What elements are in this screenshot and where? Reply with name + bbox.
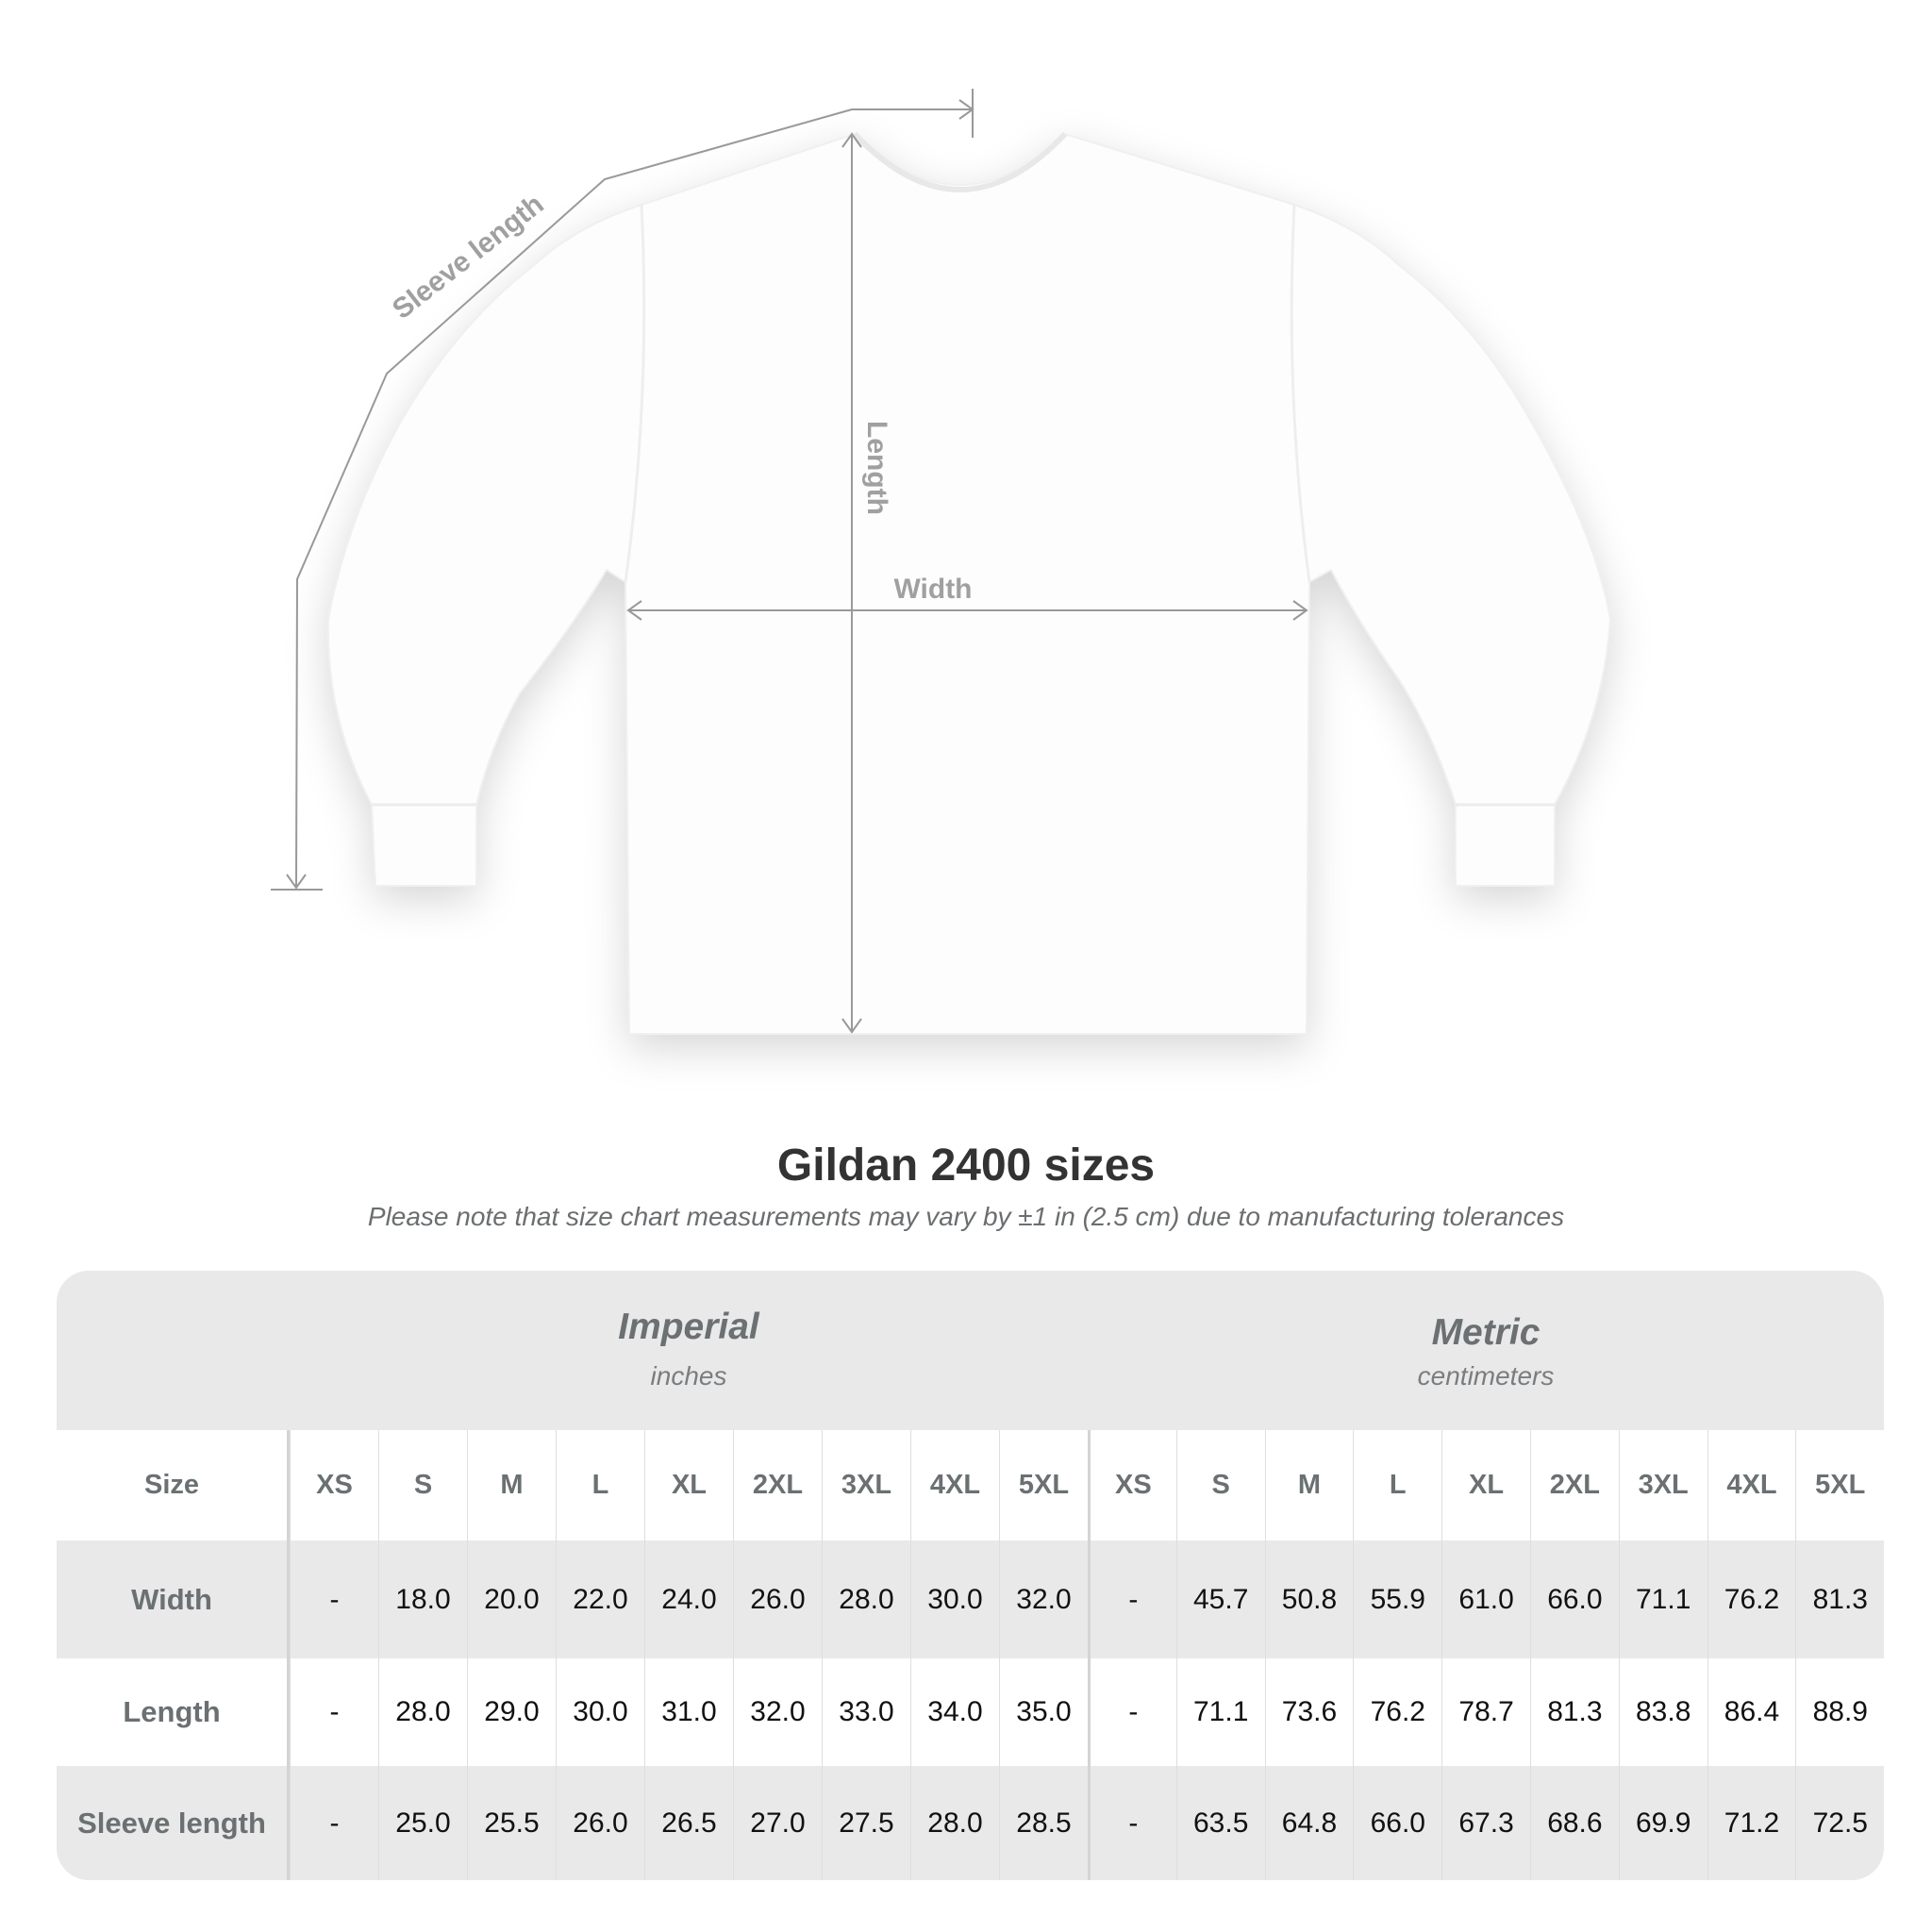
size-header-cell: L xyxy=(1353,1430,1441,1541)
value-cell: 68.6 xyxy=(1529,1766,1619,1880)
value-cell: 28.0 xyxy=(910,1766,999,1880)
value-cell: 71.2 xyxy=(1707,1766,1796,1880)
value-cell: 69.9 xyxy=(1618,1766,1707,1880)
value-cell: 25.5 xyxy=(467,1766,556,1880)
value-cell: 32.0 xyxy=(733,1658,822,1766)
row-label: Length xyxy=(57,1658,290,1766)
value-cell: 61.0 xyxy=(1441,1541,1530,1658)
value-cell: 35.0 xyxy=(999,1658,1088,1766)
value-cell: 32.0 xyxy=(999,1541,1088,1658)
imperial-header: Imperial inches xyxy=(290,1271,1088,1430)
size-header-cell: M xyxy=(1264,1430,1354,1541)
value-cell: 86.4 xyxy=(1707,1658,1796,1766)
length-measure-line xyxy=(841,132,862,1034)
row-label: Sleeve length xyxy=(57,1766,290,1880)
value-cell: - xyxy=(290,1766,378,1880)
value-cell: 29.0 xyxy=(467,1658,556,1766)
shirt-diagram: Sleeve length Length Width xyxy=(271,89,1612,1035)
value-cell: 28.0 xyxy=(378,1658,467,1766)
value-cell: 81.3 xyxy=(1795,1541,1884,1658)
value-cell: 78.7 xyxy=(1441,1658,1530,1766)
size-header-cell: 5XL xyxy=(999,1430,1088,1541)
length-label: Length xyxy=(861,421,892,515)
value-cell: 83.8 xyxy=(1618,1658,1707,1766)
size-header-cell: 3XL xyxy=(1618,1430,1707,1541)
value-cell: 25.0 xyxy=(378,1766,467,1880)
value-cell: - xyxy=(1088,1766,1176,1880)
value-cell: 45.7 xyxy=(1175,1541,1265,1658)
value-cell: 28.0 xyxy=(822,1541,910,1658)
value-cell: 30.0 xyxy=(910,1541,999,1658)
value-cell: 88.9 xyxy=(1795,1658,1884,1766)
table-row: Width -18.0 20.0 22.0 24.0 26.0 28.0 30.0 32.0-4… xyxy=(57,1541,1884,1658)
size-header-cell: S xyxy=(378,1430,467,1541)
size-header-row: Size XS S M L XL 2XL 3XL 4XL 5XL XS S M L XL 2XL 3XL 4XL 5… xyxy=(57,1430,1884,1541)
value-cell: 66.0 xyxy=(1529,1541,1619,1658)
size-header-cell: S xyxy=(1175,1430,1265,1541)
value-cell: 24.0 xyxy=(644,1541,733,1658)
row-label: Size xyxy=(57,1430,290,1541)
size-header-cell: 4XL xyxy=(1707,1430,1796,1541)
size-header-cell: XL xyxy=(644,1430,733,1541)
value-cell: 26.0 xyxy=(556,1766,644,1880)
size-header-cell: M xyxy=(467,1430,556,1541)
value-cell: - xyxy=(1088,1541,1176,1658)
value-cell: - xyxy=(1088,1658,1176,1766)
imperial-title: Imperial xyxy=(618,1307,759,1347)
value-cell: 76.2 xyxy=(1707,1541,1796,1658)
size-header-cell: 5XL xyxy=(1795,1430,1884,1541)
value-cell: - xyxy=(290,1658,378,1766)
value-cell: 34.0 xyxy=(910,1658,999,1766)
metric-header: Metric centimeters xyxy=(1088,1271,1884,1430)
table-row: Length -28.0 29.0 30.0 31.0 32.0 33.0 34.0 35.0-… xyxy=(57,1658,1884,1766)
value-cell: 50.8 xyxy=(1264,1541,1354,1658)
value-cell: 76.2 xyxy=(1353,1658,1441,1766)
width-label: Width xyxy=(893,574,972,605)
metric-unit: centimeters xyxy=(1417,1361,1555,1391)
value-cell: 71.1 xyxy=(1618,1541,1707,1658)
size-header-cell: 2XL xyxy=(1529,1430,1619,1541)
table-row: Sleeve length -25.0 25.5 26.0 26.5 27.0 27.5 28… xyxy=(57,1766,1884,1880)
metric-title: Metric xyxy=(1431,1312,1541,1353)
sleeve-measure-line xyxy=(271,89,974,891)
size-header-cell: XL xyxy=(1441,1430,1530,1541)
value-cell: 67.3 xyxy=(1441,1766,1530,1880)
value-cell: 71.1 xyxy=(1175,1658,1265,1766)
value-cell: 64.8 xyxy=(1264,1766,1354,1880)
value-cell: 26.0 xyxy=(733,1541,822,1658)
value-cell: 27.0 xyxy=(733,1766,822,1880)
value-cell: - xyxy=(290,1541,378,1658)
width-measure-line xyxy=(626,600,1308,621)
value-cell: 55.9 xyxy=(1353,1541,1441,1658)
value-cell: 81.3 xyxy=(1529,1658,1619,1766)
size-header-cell: 4XL xyxy=(910,1430,999,1541)
value-cell: 31.0 xyxy=(644,1658,733,1766)
size-header-cell: 3XL xyxy=(822,1430,910,1541)
value-cell: 22.0 xyxy=(556,1541,644,1658)
tolerance-note: Please note that size chart measurements… xyxy=(367,1202,1565,1231)
value-cell: 18.0 xyxy=(378,1541,467,1658)
value-cell: 30.0 xyxy=(556,1658,644,1766)
value-cell: 33.0 xyxy=(822,1658,910,1766)
value-cell: 73.6 xyxy=(1264,1658,1354,1766)
size-header-cell: 2XL xyxy=(733,1430,822,1541)
row-label: Width xyxy=(57,1541,290,1658)
page-title: Gildan 2400 sizes xyxy=(776,1141,1156,1191)
shirt-illustration xyxy=(326,131,1612,1035)
size-header-cell: XS xyxy=(1088,1430,1176,1541)
value-cell: 28.5 xyxy=(999,1766,1088,1880)
value-cell: 66.0 xyxy=(1353,1766,1441,1880)
value-cell: 20.0 xyxy=(467,1541,556,1658)
value-cell: 72.5 xyxy=(1795,1766,1884,1880)
value-cell: 27.5 xyxy=(822,1766,910,1880)
value-cell: 63.5 xyxy=(1175,1766,1265,1880)
size-table: Imperial inches Metric centimeters Size X… xyxy=(57,1271,1884,1880)
size-header-cell: L xyxy=(556,1430,644,1541)
value-cell: 26.5 xyxy=(644,1766,733,1880)
imperial-unit: inches xyxy=(650,1361,727,1391)
size-header-cell: XS xyxy=(290,1430,378,1541)
